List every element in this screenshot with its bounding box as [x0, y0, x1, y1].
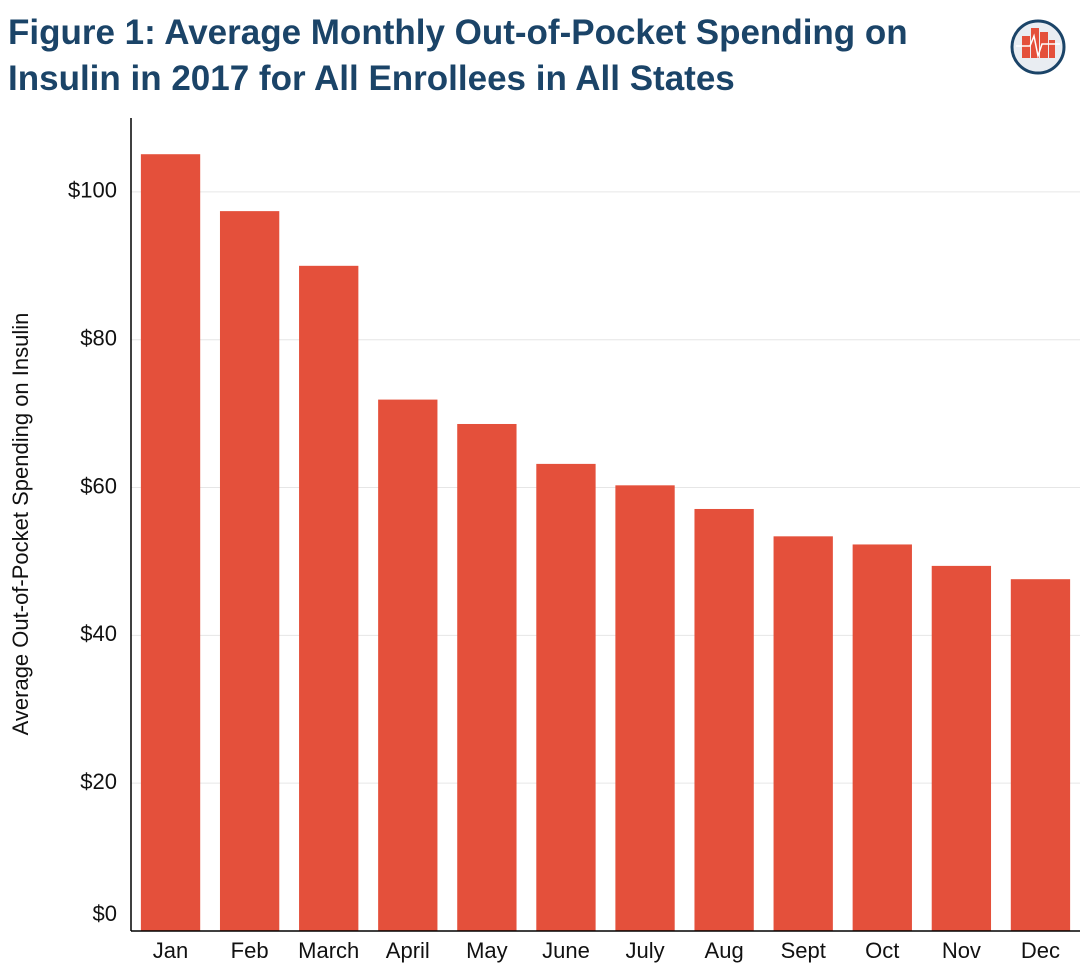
y-tick-label: $40 — [80, 621, 117, 646]
bar — [931, 565, 992, 931]
x-tick-label: Feb — [231, 938, 269, 963]
x-tick-label: April — [386, 938, 430, 963]
logo — [1010, 19, 1066, 75]
x-tick-label: Nov — [942, 938, 981, 963]
y-tick-label: $80 — [80, 326, 117, 351]
x-tick-label: March — [298, 938, 359, 963]
x-tick-label: Jan — [153, 938, 188, 963]
bar — [1010, 579, 1071, 931]
bar — [140, 154, 201, 931]
y-tick-label: $100 — [68, 178, 117, 203]
y-tick-label: $0 — [93, 901, 117, 926]
bar — [299, 265, 359, 931]
bar — [219, 211, 280, 931]
x-tick-label: Sept — [781, 938, 826, 963]
x-tick-label: July — [625, 938, 664, 963]
y-tick-label: $60 — [80, 473, 117, 498]
y-axis-title: Average Out-of-Pocket Spending on Insuli… — [8, 313, 33, 736]
bar — [694, 508, 754, 931]
bar — [773, 536, 833, 931]
bar — [615, 485, 675, 931]
x-tick-label: Aug — [705, 938, 744, 963]
bar — [457, 423, 517, 931]
bar — [378, 399, 438, 931]
x-tick-label: June — [542, 938, 590, 963]
x-tick-label: Dec — [1021, 938, 1060, 963]
x-tick-label: May — [466, 938, 508, 963]
bar — [536, 463, 596, 931]
x-tick-label: Oct — [865, 938, 899, 963]
y-tick-label: $20 — [80, 769, 117, 794]
bar — [852, 544, 912, 931]
chart-title: Figure 1: Average Monthly Out-of-Pocket … — [8, 13, 908, 98]
